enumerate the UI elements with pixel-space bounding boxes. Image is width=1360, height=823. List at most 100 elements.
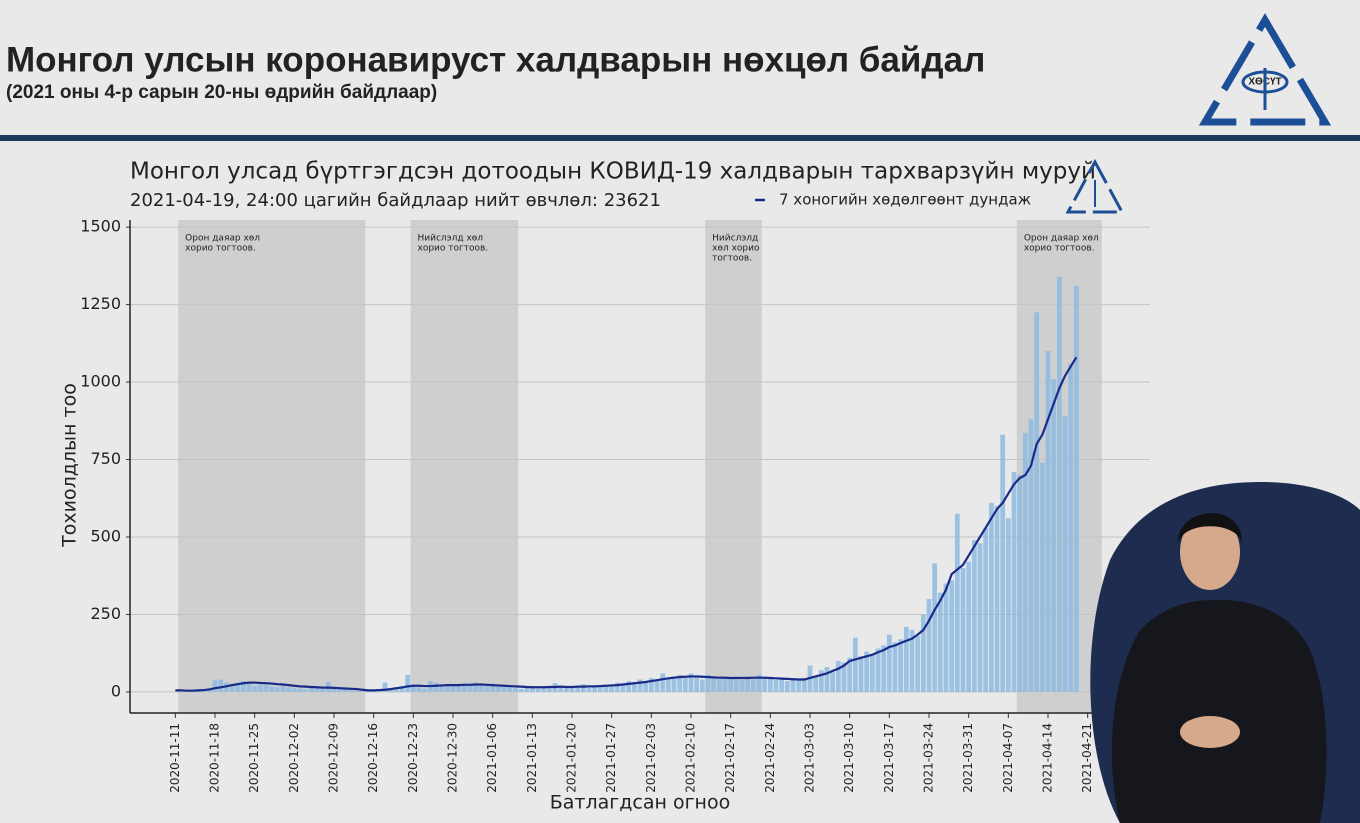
bar <box>212 680 218 692</box>
y-tick-label: 1000 <box>80 372 121 391</box>
chart-title: Монгол улсад бүртгэгдсэн дотоодын КОВИД-… <box>130 159 1096 185</box>
bar <box>637 679 643 692</box>
chart: Монгол улсад бүртгэгдсэн дотоодын КОВИД-… <box>59 158 1150 814</box>
bar <box>388 688 394 692</box>
bar <box>592 685 598 692</box>
bar <box>915 636 921 692</box>
region-label: хорио тогтоов. <box>418 244 489 254</box>
bar <box>818 670 824 692</box>
bar <box>739 680 745 692</box>
bar <box>1034 312 1040 692</box>
bar <box>898 639 904 692</box>
interpreter-body <box>1111 600 1327 823</box>
chart-logo <box>1065 158 1125 214</box>
region-label: Нийслэлд хөл <box>418 234 484 244</box>
bar <box>467 685 473 692</box>
interpreter-face <box>1180 514 1240 590</box>
bar <box>745 676 751 692</box>
shaded-region <box>410 220 519 713</box>
bar <box>733 679 739 692</box>
region-label: хорио тогтоов. <box>1024 244 1095 254</box>
bar <box>274 687 280 692</box>
page-subtitle: (2021 оны 4-р сарын 20-ны өдрийн байдлаа… <box>6 82 437 103</box>
bar <box>852 637 858 692</box>
bar <box>1005 518 1011 692</box>
bar <box>235 682 241 692</box>
bar <box>558 687 564 692</box>
bar <box>983 527 989 692</box>
bar <box>546 686 552 692</box>
x-tick-label: 2020-12-16 <box>366 723 380 793</box>
bar <box>779 679 785 692</box>
bar <box>405 674 411 692</box>
y-tick-label: 750 <box>90 449 121 468</box>
bar <box>830 671 836 692</box>
bar <box>495 685 501 692</box>
bar <box>660 673 666 692</box>
bar <box>444 686 450 692</box>
bar <box>399 685 405 692</box>
bar <box>971 540 977 692</box>
bar <box>439 685 445 692</box>
bar <box>337 688 343 692</box>
bar <box>269 686 275 692</box>
x-tick-label: 2021-04-07 <box>1001 723 1015 793</box>
bar <box>1039 462 1045 692</box>
shaded-region <box>705 220 762 713</box>
bar <box>1011 471 1017 692</box>
bar <box>869 654 875 692</box>
bar <box>756 674 762 692</box>
header-rule <box>0 135 1360 141</box>
y-tick-label: 1250 <box>80 294 121 313</box>
bar <box>694 675 700 692</box>
y-tick-label: 0 <box>111 681 121 700</box>
bar <box>711 677 717 692</box>
bar <box>1022 433 1028 692</box>
bar <box>331 688 337 692</box>
x-tick-label: 2020-12-23 <box>406 723 420 793</box>
bar <box>1000 434 1006 692</box>
x-tick-label: 2020-12-09 <box>327 723 341 793</box>
y-axis-label: Тохиолдлын тоо <box>59 383 81 548</box>
bar <box>671 676 677 692</box>
bar <box>456 684 462 692</box>
bar <box>1051 378 1057 692</box>
bar <box>252 685 258 692</box>
bar <box>218 679 224 692</box>
x-tick-label: 2021-02-10 <box>684 723 698 793</box>
x-tick-label: 2021-01-27 <box>604 723 618 793</box>
bar <box>988 502 994 692</box>
region-label: Орон даяар хөл <box>1024 234 1099 244</box>
bar <box>359 691 365 692</box>
bar <box>977 543 983 692</box>
bar <box>354 690 360 692</box>
bar <box>909 629 915 692</box>
bar <box>473 682 479 692</box>
bar <box>762 677 768 692</box>
bar <box>263 685 269 692</box>
bar <box>569 686 575 692</box>
bar <box>257 684 263 692</box>
bar <box>881 645 887 692</box>
bar <box>728 677 734 692</box>
bar <box>1062 416 1068 692</box>
bar <box>864 651 870 692</box>
legend-label: 7 хоногийн хөдөлгөөнт дундаж <box>779 191 1031 209</box>
bar <box>875 648 881 692</box>
bar <box>518 688 524 692</box>
x-tick-label: 2020-11-18 <box>208 723 222 793</box>
logo-triangle <box>1198 13 1332 126</box>
bar <box>960 567 966 692</box>
bar <box>348 690 354 692</box>
bar <box>699 679 705 692</box>
bar <box>631 683 637 692</box>
bar <box>750 678 756 692</box>
bar <box>342 689 348 692</box>
bar <box>892 642 898 692</box>
x-tick-label: 2021-03-03 <box>803 723 817 793</box>
bar <box>393 687 399 692</box>
bar <box>688 673 694 692</box>
bar <box>382 682 388 692</box>
bar <box>461 683 467 692</box>
